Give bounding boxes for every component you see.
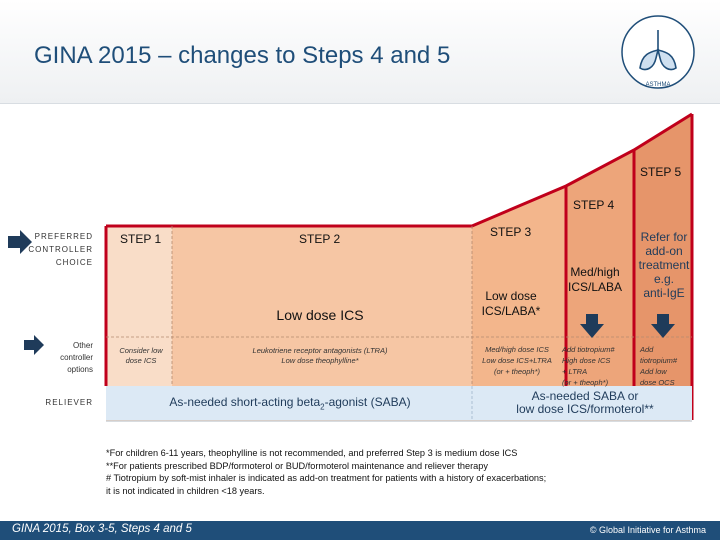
step1-label: STEP 1 xyxy=(120,232,162,246)
step4-label: STEP 4 xyxy=(573,198,615,212)
reliever-band xyxy=(106,386,692,420)
step3-label: STEP 3 xyxy=(490,225,532,239)
footnote: # Tiotropium by soft-mist inhaler is ind… xyxy=(106,473,547,483)
preferred-arrow-icon xyxy=(8,230,32,254)
step2-preferred: Low dose ICS xyxy=(276,307,364,323)
svg-text:ASTHMA: ASTHMA xyxy=(645,82,670,88)
reliever-left: As-needed short-acting beta2-agonist (SA… xyxy=(169,395,411,412)
step5-preferred: Refer for add-on treatment e.g. anti-IgE xyxy=(638,230,690,300)
row-label-reliever: RELIEVER xyxy=(45,398,93,407)
footer-bar: GINA 2015, Box 3-5, Steps 4 and 5 © Glob… xyxy=(0,521,720,540)
step4-down-arrow-icon xyxy=(580,314,604,338)
step2-other: Leukotriene receptor antagonists (LTRA) … xyxy=(252,346,388,365)
step3-preferred: Low dose ICS/LABA* xyxy=(481,289,541,318)
step4-other: Add tiotropium# High dose ICS + LTRA (or… xyxy=(562,345,615,387)
step2-label: STEP 2 xyxy=(299,232,341,246)
slide-title: GINA 2015 – changes to Steps 4 and 5 xyxy=(34,42,451,69)
step1-other: Consider low dose ICS xyxy=(119,346,163,365)
footnote: *For children 6-11 years, theophylline i… xyxy=(106,448,518,458)
footnote: **For patients prescribed BDP/formoterol… xyxy=(106,460,488,471)
other-arrow-icon xyxy=(24,335,44,355)
reliever-right: As-needed SABA or low dose ICS/formotero… xyxy=(516,389,654,416)
row-label-other: Other controller options xyxy=(60,341,93,374)
step4-preferred: Med/high ICS/LABA xyxy=(567,265,623,294)
step5-down-arrow-icon xyxy=(651,314,675,338)
footer-copyright: © Global Initiative for Asthma xyxy=(589,525,706,535)
step3-other: Med/high dose ICS Low dose ICS+LTRA (or … xyxy=(482,345,552,376)
row-label-preferred: PREFERRED CONTROLLER CHOICE xyxy=(28,232,93,267)
footnote: it is not indicated in children <18 year… xyxy=(106,485,265,496)
slide-header: GINA 2015 – changes to Steps 4 and 5 AST… xyxy=(0,0,720,104)
gina-logo: ASTHMA xyxy=(621,15,695,89)
footnotes: *For children 6-11 years, theophylline i… xyxy=(106,447,546,497)
footer-source: GINA 2015, Box 3-5, Steps 4 and 5 xyxy=(12,523,192,535)
step5-label: STEP 5 xyxy=(640,165,682,179)
step5-other: Add tiotropium# Add low dose OCS xyxy=(640,345,678,387)
